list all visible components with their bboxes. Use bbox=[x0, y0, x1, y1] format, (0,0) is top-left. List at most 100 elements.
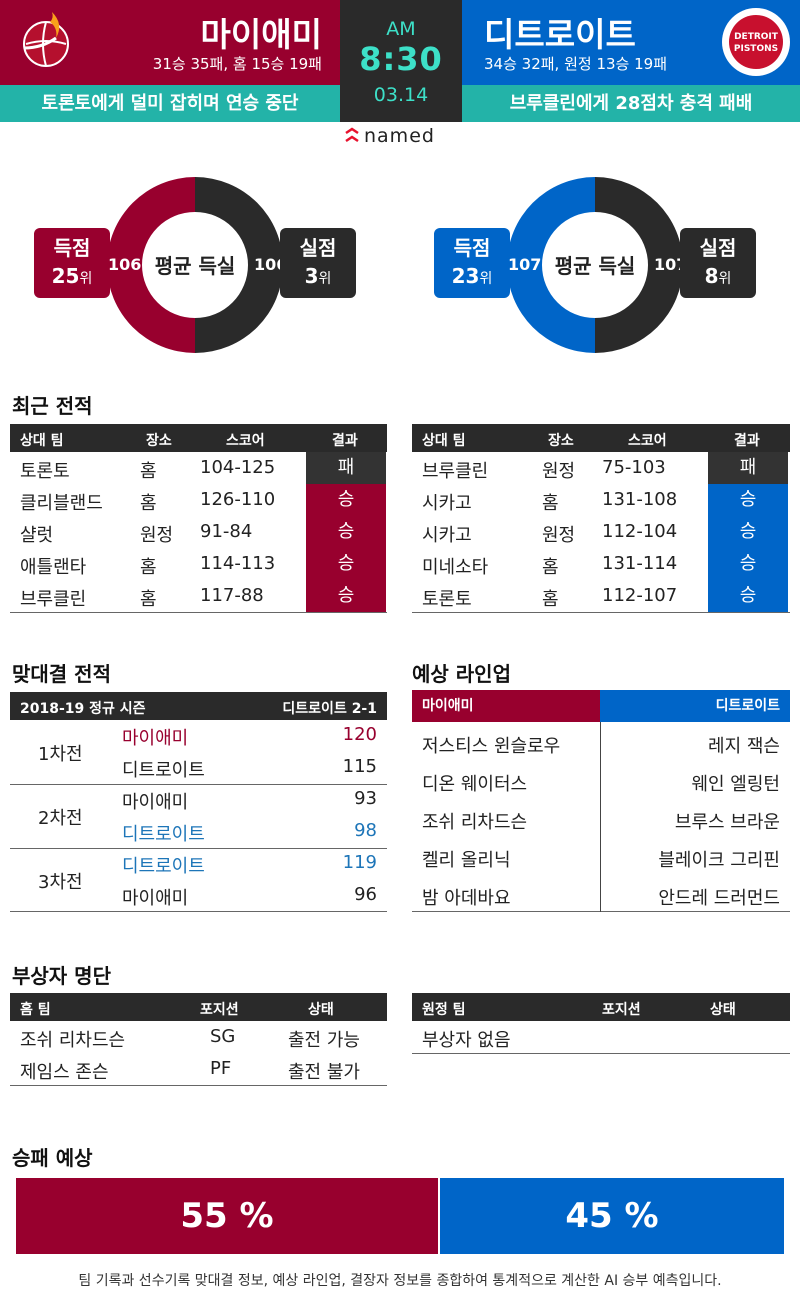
home-team-name: 마이애미 bbox=[200, 15, 322, 54]
table-row: 브루클린 홈 117-88 승 bbox=[10, 580, 387, 612]
home-allowed-rank: 3위 bbox=[304, 264, 332, 288]
away-scored-box: 득점 23위 bbox=[434, 228, 510, 298]
home-average-chart: 득점 25위 106 평균 득실 106 실점 3위 bbox=[20, 170, 390, 360]
lineup-row: 조쉬 리차드슨 브루스 브라운 bbox=[422, 812, 780, 833]
home-team-banner: 마이애미 31승 35패, 홈 15승 19패 bbox=[0, 0, 340, 85]
h2h-game: 3차전 디트로이트 119 마이애미 96 bbox=[38, 852, 377, 909]
home-injury-table: 홈 팀 포지션 상태 조쉬 리차드슨 SG 출전 가능 제임스 존슨 PF 출전 불가 bbox=[10, 993, 387, 1086]
away-average-chart: 득점 23위 107 평균 득실 107 실점 8위 bbox=[420, 170, 790, 360]
game-time: 8:30 bbox=[359, 40, 443, 78]
lineup-divider bbox=[600, 722, 601, 912]
h2h-game: 1차전 마이애미 120 디트로이트 115 bbox=[38, 724, 377, 781]
lineup-home-header: 마이애미 bbox=[412, 690, 600, 722]
home-allowed-box: 실점 3위 bbox=[280, 228, 356, 298]
brand-text: named bbox=[364, 125, 435, 147]
pistons-logo-text-2: PISTONS bbox=[734, 44, 778, 54]
prediction-section-title: 승패 예상 bbox=[12, 1146, 93, 1170]
away-recent-header: 상대 팀 장소 스코어 결과 bbox=[412, 424, 790, 452]
game-time-panel: AM 8:30 03.14 bbox=[340, 0, 462, 122]
table-row: 샬럿 원정 91-84 승 bbox=[10, 516, 387, 548]
lineup-table: 마이애미 디트로이트 저스티스 윈슬로우 레지 잭슨 디온 웨이터스 웨인 엘링턴 … bbox=[412, 690, 790, 912]
result-badge: 승 bbox=[708, 516, 788, 548]
home-center-label: 평균 득실 bbox=[154, 254, 236, 278]
injury-section-title: 부상자 명단 bbox=[12, 964, 111, 988]
away-recent-table: 상대 팀 장소 스코어 결과 브루클린 원정 75-103 패 시카고 홈 131-10… bbox=[412, 424, 790, 613]
h2h-game: 2차전 마이애미 93 디트로이트 98 bbox=[38, 788, 377, 845]
h2h-divider bbox=[10, 784, 387, 785]
match-header: 마이애미 31승 35패, 홈 15승 19패 AM 8:30 03.14 디트… bbox=[0, 0, 800, 122]
result-badge: 승 bbox=[708, 580, 788, 612]
lineup-row: 밤 아데바요 안드레 드러먼드 bbox=[422, 888, 780, 909]
table-row: 브루클린 원정 75-103 패 bbox=[412, 452, 790, 484]
away-donut-scored-arc bbox=[507, 177, 595, 353]
h2h-section-title: 맞대결 전적 bbox=[12, 662, 111, 686]
game-date: 03.14 bbox=[373, 84, 429, 106]
result-badge: 패 bbox=[306, 452, 386, 484]
away-win-probability: 45 % bbox=[440, 1178, 784, 1254]
result-badge: 승 bbox=[708, 548, 788, 580]
lineup-section-title: 예상 라인업 bbox=[412, 662, 511, 686]
away-scored-rank: 23위 bbox=[451, 264, 493, 288]
home-allowed-avg: 106 bbox=[254, 255, 288, 274]
table-row: 애틀랜타 홈 114-113 승 bbox=[10, 548, 387, 580]
home-scored-rank: 25위 bbox=[51, 264, 93, 288]
away-allowed-label: 실점 bbox=[699, 236, 737, 260]
away-injury-table: 원정 팀 포지션 상태 부상자 없음 bbox=[412, 993, 790, 1054]
away-allowed-box: 실점 8위 bbox=[680, 228, 756, 298]
table-row: 토론토 홈 112-107 승 bbox=[412, 580, 790, 612]
away-tagline: 브루클린에게 28점차 충격 패배 bbox=[462, 85, 800, 122]
lineup-row: 저스티스 윈슬로우 레지 잭슨 bbox=[422, 736, 780, 757]
table-row: 미네소타 홈 131-114 승 bbox=[412, 548, 790, 580]
away-scored-avg: 107 bbox=[508, 255, 542, 274]
home-tagline: 토론토에게 덜미 잡히며 연승 중단 bbox=[0, 85, 340, 122]
h2h-table: 2018-19 정규 시즌 디트로이트 2-1 1차전 마이애미 120 디트로이… bbox=[10, 692, 387, 912]
recent-section-title: 최근 전적 bbox=[12, 394, 93, 418]
h2h-season: 2018-19 정규 시즌 bbox=[20, 701, 146, 717]
home-scored-avg: 106 bbox=[108, 255, 142, 274]
away-center-label: 평균 득실 bbox=[554, 254, 636, 278]
result-badge: 승 bbox=[708, 484, 788, 516]
away-donut bbox=[507, 177, 683, 353]
home-scored-label: 득점 bbox=[53, 236, 91, 260]
table-row: 제임스 존슨 PF 출전 불가 bbox=[20, 1058, 360, 1083]
result-badge: 승 bbox=[306, 516, 386, 548]
heat-logo-icon bbox=[23, 12, 69, 67]
home-injury-header: 홈 팀 포지션 상태 bbox=[10, 993, 387, 1021]
home-win-probability: 55 % bbox=[16, 1178, 438, 1254]
result-badge: 승 bbox=[306, 580, 386, 612]
home-donut-scored-arc bbox=[107, 177, 195, 353]
away-team-record: 34승 32패, 원정 13승 19패 bbox=[484, 55, 667, 73]
h2h-header: 2018-19 정규 시즌 디트로이트 2-1 bbox=[10, 692, 387, 720]
result-badge: 승 bbox=[306, 548, 386, 580]
table-row: 조쉬 리차드슨 SG 출전 가능 bbox=[20, 1026, 360, 1051]
lineup-row: 디온 웨이터스 웨인 엘링턴 bbox=[422, 774, 780, 795]
result-badge: 승 bbox=[306, 484, 386, 516]
lineup-row: 켈리 올리닉 블레이크 그리핀 bbox=[422, 850, 780, 871]
home-scored-box: 득점 25위 bbox=[34, 228, 110, 298]
away-injury-header: 원정 팀 포지션 상태 bbox=[412, 993, 790, 1021]
result-badge: 패 bbox=[708, 452, 788, 484]
pistons-logo-icon: DETROIT PISTONS bbox=[722, 8, 790, 76]
h2h-divider bbox=[10, 848, 387, 849]
table-row: 시카고 홈 131-108 승 bbox=[412, 484, 790, 516]
away-team-banner: 디트로이트 34승 32패, 원정 13승 19패 DETROIT PISTON… bbox=[462, 0, 800, 85]
home-donut-allowed-arc bbox=[195, 177, 283, 353]
home-recent-header: 상대 팀 장소 스코어 결과 bbox=[10, 424, 387, 452]
prediction-footnote: 팀 기록과 선수기록 맞대결 정보, 예상 라인업, 결장자 정보를 종합하여 … bbox=[78, 1273, 722, 1289]
game-ampm: AM bbox=[386, 18, 416, 40]
away-allowed-rank: 8위 bbox=[704, 264, 732, 288]
table-row: 클리블랜드 홈 126-110 승 bbox=[10, 484, 387, 516]
away-allowed-avg: 107 bbox=[654, 255, 688, 274]
table-row: 토론토 홈 104-125 패 bbox=[10, 452, 387, 484]
h2h-summary: 디트로이트 2-1 bbox=[282, 701, 377, 717]
away-scored-label: 득점 bbox=[453, 236, 491, 260]
away-donut-allowed-arc bbox=[595, 177, 683, 353]
named-brand-logo: named bbox=[345, 125, 435, 147]
home-donut bbox=[107, 177, 283, 353]
home-team-record: 31승 35패, 홈 15승 19패 bbox=[152, 55, 322, 73]
home-recent-table: 상대 팀 장소 스코어 결과 토론토 홈 104-125 패 클리블랜드 홈 126-1… bbox=[10, 424, 387, 613]
table-row: 시카고 원정 112-104 승 bbox=[412, 516, 790, 548]
table-row: 부상자 없음 bbox=[422, 1030, 511, 1051]
lineup-away-header: 디트로이트 bbox=[600, 690, 790, 722]
home-allowed-label: 실점 bbox=[299, 236, 337, 260]
